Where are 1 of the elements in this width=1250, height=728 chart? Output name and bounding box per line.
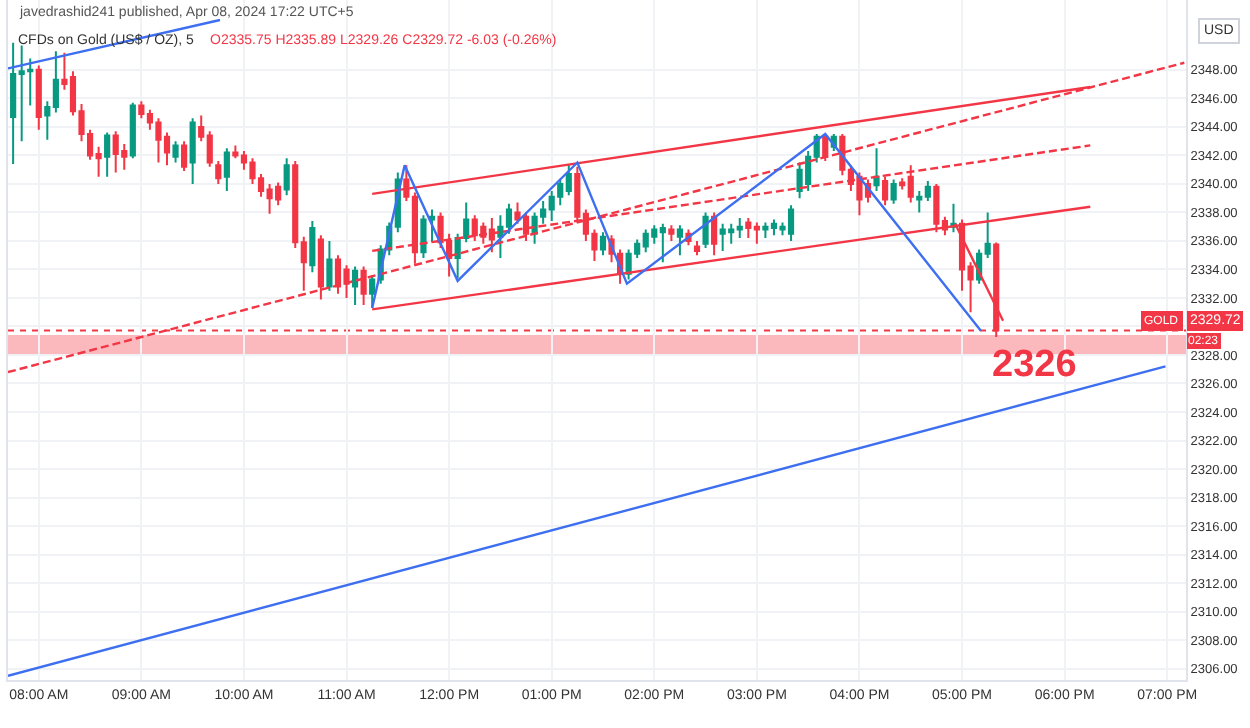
annotation: 2326 (992, 344, 1077, 386)
